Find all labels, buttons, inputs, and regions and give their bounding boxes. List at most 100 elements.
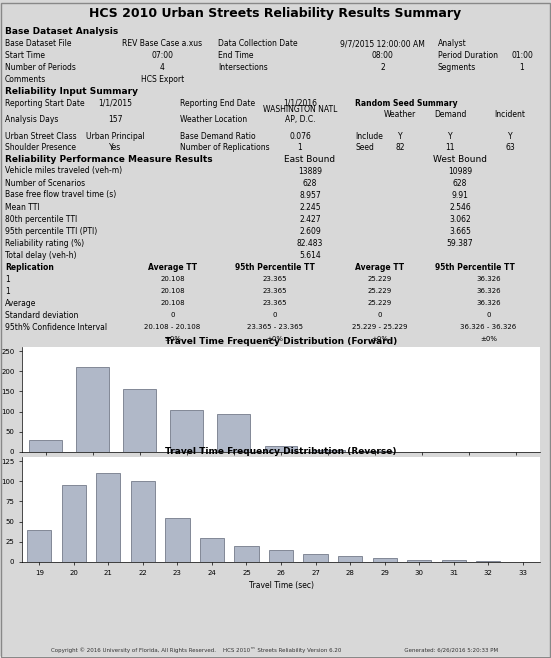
Bar <box>2 201 549 213</box>
Bar <box>441 561 466 562</box>
Text: 82: 82 <box>395 143 405 152</box>
Bar <box>2 74 549 86</box>
X-axis label: Travel Time (sec): Travel Time (sec) <box>249 471 314 480</box>
Text: 8.957: 8.957 <box>299 191 321 199</box>
Text: 0: 0 <box>378 312 382 318</box>
Text: Data Collection Date: Data Collection Date <box>218 39 298 49</box>
Text: Weather: Weather <box>384 110 416 119</box>
Bar <box>165 518 190 562</box>
Text: Average: Average <box>5 299 36 307</box>
Text: Copyright © 2016 University of Florida, All Rights Reserved.    HCS 2010™ Street: Copyright © 2016 University of Florida, … <box>51 647 499 653</box>
Text: 95th% Confidence Interval: 95th% Confidence Interval <box>5 322 107 332</box>
Text: 36.326 - 36.326: 36.326 - 36.326 <box>461 324 517 330</box>
Text: Shoulder Presence: Shoulder Presence <box>5 143 76 152</box>
Text: West Bound: West Bound <box>433 155 487 163</box>
Text: Base free flow travel time (s): Base free flow travel time (s) <box>5 191 116 199</box>
Text: 95th percentile TTI (PTI): 95th percentile TTI (PTI) <box>5 226 97 236</box>
Text: Analyst: Analyst <box>438 39 467 49</box>
Text: East Bound: East Bound <box>284 155 336 163</box>
Text: Vehicle miles traveled (veh-m): Vehicle miles traveled (veh-m) <box>5 166 122 176</box>
Bar <box>2 213 549 225</box>
Text: 95th Percentile TT: 95th Percentile TT <box>435 263 515 272</box>
Text: 36.326: 36.326 <box>476 276 501 282</box>
Text: 11: 11 <box>445 143 455 152</box>
Text: 10989: 10989 <box>448 166 472 176</box>
Text: 2.609: 2.609 <box>299 226 321 236</box>
Bar <box>131 481 155 562</box>
Bar <box>476 561 500 562</box>
Title: Travel Time Frequency Distribution (Reverse): Travel Time Frequency Distribution (Reve… <box>165 447 397 456</box>
Bar <box>269 550 293 562</box>
Text: 36.326: 36.326 <box>476 300 501 306</box>
Bar <box>2 285 549 297</box>
Text: Base Dataset File: Base Dataset File <box>5 39 72 49</box>
Bar <box>123 390 156 452</box>
Text: WASHINGTON NATL
AP, D.C.: WASHINGTON NATL AP, D.C. <box>263 105 337 124</box>
Text: Y: Y <box>447 132 452 141</box>
Text: Mean TTI: Mean TTI <box>5 203 40 211</box>
Text: 36.326: 36.326 <box>476 288 501 294</box>
Bar <box>2 297 549 309</box>
Text: 2.546: 2.546 <box>449 203 471 211</box>
Text: Segments: Segments <box>438 64 476 72</box>
Text: Seed: Seed <box>355 143 374 152</box>
Bar <box>2 261 549 273</box>
Bar <box>2 273 549 285</box>
Text: 80th percentile TTI: 80th percentile TTI <box>5 215 77 224</box>
Bar <box>312 450 344 452</box>
Text: 20.108: 20.108 <box>160 300 185 306</box>
Text: Urban Street Class: Urban Street Class <box>5 132 77 141</box>
Text: Weather Location: Weather Location <box>180 116 247 124</box>
Text: 2: 2 <box>380 64 385 72</box>
Text: Start Time: Start Time <box>5 51 45 61</box>
Text: 3.062: 3.062 <box>449 215 471 224</box>
Text: 13889: 13889 <box>298 166 322 176</box>
Bar <box>170 409 203 452</box>
Text: 25.229 - 25.229: 25.229 - 25.229 <box>352 324 408 330</box>
Text: Random Seed Summary: Random Seed Summary <box>355 99 458 108</box>
Text: Base Dataset Analysis: Base Dataset Analysis <box>5 28 118 36</box>
Text: 82.483: 82.483 <box>297 238 323 247</box>
Text: Urban Principal: Urban Principal <box>85 132 144 141</box>
Text: Period Duration: Period Duration <box>438 51 498 61</box>
Text: 1: 1 <box>298 143 302 152</box>
Text: 5.614: 5.614 <box>299 251 321 259</box>
Text: 25.229: 25.229 <box>368 276 392 282</box>
Bar <box>2 321 549 333</box>
Bar <box>407 559 431 562</box>
Text: 0: 0 <box>170 312 175 318</box>
Text: Number of Replications: Number of Replications <box>180 143 269 152</box>
Bar <box>372 558 397 562</box>
Text: Number of Scenarios: Number of Scenarios <box>5 178 85 188</box>
Bar <box>2 109 549 131</box>
Text: 628: 628 <box>303 178 317 188</box>
Text: 07:00: 07:00 <box>152 51 174 61</box>
Text: ±0%: ±0% <box>480 336 497 342</box>
Bar <box>200 538 224 562</box>
Text: End Time: End Time <box>218 51 253 61</box>
Bar <box>2 131 549 142</box>
Text: 23.365: 23.365 <box>263 300 287 306</box>
Bar <box>29 440 62 452</box>
Text: ±0%: ±0% <box>164 336 181 342</box>
Text: Y: Y <box>507 132 512 141</box>
Text: Number of Periods: Number of Periods <box>5 64 76 72</box>
Text: Standard deviation: Standard deviation <box>5 311 78 320</box>
Text: 9/7/2015 12:00:00 AM: 9/7/2015 12:00:00 AM <box>340 39 425 49</box>
Text: Average TT: Average TT <box>148 263 197 272</box>
Text: 157: 157 <box>108 116 122 124</box>
Bar <box>76 367 109 452</box>
Bar <box>2 86 549 98</box>
Text: Reporting Start Date: Reporting Start Date <box>5 99 85 108</box>
Bar <box>304 554 328 562</box>
Text: Reliability Input Summary: Reliability Input Summary <box>5 88 138 97</box>
Text: HCS 2010 Urban Streets Reliability Results Summary: HCS 2010 Urban Streets Reliability Resul… <box>89 7 461 20</box>
Bar <box>27 530 51 562</box>
Text: 59.387: 59.387 <box>447 238 473 247</box>
Text: 0: 0 <box>273 312 277 318</box>
Text: 20.108 - 20.108: 20.108 - 20.108 <box>144 324 201 330</box>
Text: Comments: Comments <box>5 76 46 84</box>
Bar <box>338 555 362 562</box>
Text: 63: 63 <box>505 143 515 152</box>
Text: 2.245: 2.245 <box>299 203 321 211</box>
